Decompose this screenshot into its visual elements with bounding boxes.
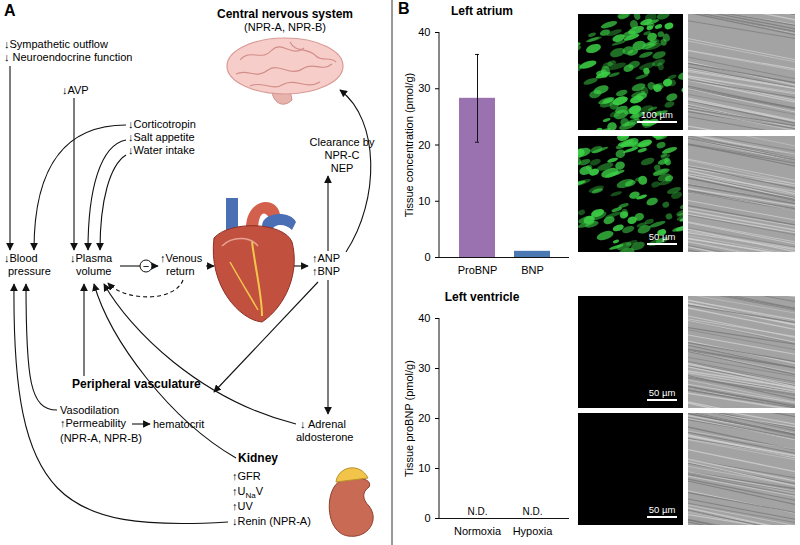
- svg-text:↑UNaV: ↑UNaV: [232, 485, 264, 500]
- svg-text:Normoxia: Normoxia: [454, 525, 502, 537]
- svg-text:Tissue concentration (pmol/g): Tissue concentration (pmol/g): [403, 73, 415, 218]
- svg-text:N.D.: N.D.: [523, 506, 543, 517]
- svg-text:↑Permeability: ↑Permeability: [60, 417, 127, 429]
- svg-text:10: 10: [418, 195, 430, 207]
- svg-text:↓Plasma: ↓Plasma: [70, 252, 113, 264]
- svg-text:ProBNP: ProBNP: [458, 264, 498, 276]
- svg-text:0: 0: [424, 251, 430, 263]
- svg-text:↓Blood: ↓Blood: [4, 252, 38, 264]
- svg-text:↑GFR: ↑GFR: [232, 470, 261, 482]
- svg-text:Clearance by: Clearance by: [310, 136, 375, 148]
- html-text:Left ventricle: Left ventricle: [444, 290, 520, 304]
- svg-text:Tissue proBNP (pmol/g): Tissue proBNP (pmol/g): [403, 360, 415, 477]
- svg-text:BNP: BNP: [521, 264, 544, 276]
- svg-text:(NPR-A, NPR-B): (NPR-A, NPR-B): [244, 21, 326, 33]
- svg-text:50 µm: 50 µm: [649, 387, 676, 398]
- svg-text:↑UV: ↑UV: [232, 500, 253, 512]
- svg-text:NPR-C: NPR-C: [325, 149, 360, 161]
- svg-text:10: 10: [418, 462, 430, 474]
- svg-text:↑ANP: ↑ANP: [312, 252, 340, 264]
- svg-text:0: 0: [424, 512, 430, 524]
- svg-text:↓AVP: ↓AVP: [62, 84, 89, 96]
- svg-text:↓Salt appetite: ↓Salt appetite: [128, 131, 195, 143]
- svg-text:Vasodilation: Vasodilation: [60, 404, 119, 416]
- svg-text:20: 20: [418, 412, 430, 424]
- svg-text:30: 30: [418, 82, 430, 94]
- svg-text:40: 40: [418, 312, 430, 324]
- svg-text:↓Corticotropin: ↓Corticotropin: [128, 118, 196, 130]
- svg-text:A: A: [4, 2, 16, 19]
- svg-text:Peripheral vasculature: Peripheral vasculature: [72, 377, 201, 391]
- svg-text:volume: volume: [76, 265, 111, 277]
- html-text:B: B: [398, 0, 410, 17]
- svg-text:20: 20: [418, 139, 430, 151]
- svg-text:N.D.: N.D.: [468, 506, 488, 517]
- svg-text:50 µm: 50 µm: [649, 231, 676, 242]
- svg-text:50 µm: 50 µm: [649, 504, 676, 515]
- svg-text:100 µm: 100 µm: [641, 109, 673, 120]
- svg-text:hematocrit: hematocrit: [153, 418, 204, 430]
- svg-text:↓Water intake: ↓Water intake: [128, 144, 195, 156]
- html-text:Left atrium: Left atrium: [451, 4, 513, 18]
- svg-text:(NPR-A, NPR-B): (NPR-A, NPR-B): [60, 432, 142, 444]
- svg-text:↓Sympathetic outflow: ↓Sympathetic outflow: [4, 38, 108, 50]
- svg-text:↓ Neuroendocrine function: ↓ Neuroendocrine function: [4, 51, 132, 63]
- svg-text:pressure: pressure: [8, 265, 51, 277]
- svg-text:−: −: [143, 260, 149, 272]
- svg-text:40: 40: [418, 26, 430, 38]
- svg-text:↑Venous: ↑Venous: [160, 252, 203, 264]
- svg-text:NEP: NEP: [331, 162, 354, 174]
- svg-text:30: 30: [418, 362, 430, 374]
- svg-text:return: return: [166, 265, 195, 277]
- svg-text:Kidney: Kidney: [238, 451, 278, 465]
- svg-text:aldosterone: aldosterone: [296, 431, 354, 443]
- svg-text:↑BNP: ↑BNP: [312, 265, 340, 277]
- svg-text:Hypoxia: Hypoxia: [513, 525, 554, 537]
- svg-text:↓ Adrenal: ↓ Adrenal: [300, 418, 346, 430]
- svg-text:↓Renin (NPR-A): ↓Renin (NPR-A): [232, 515, 311, 527]
- svg-text:Central nervous system: Central nervous system: [217, 7, 353, 21]
